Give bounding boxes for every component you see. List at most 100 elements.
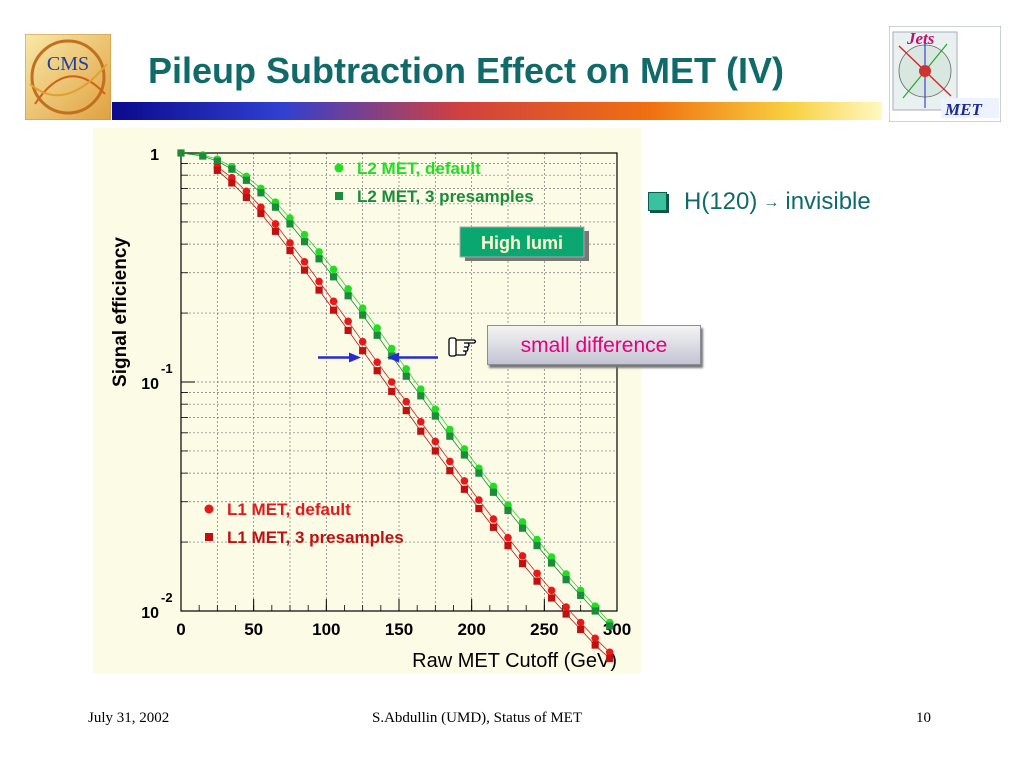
x-tick-label: 250 — [530, 620, 558, 639]
data-point — [606, 654, 614, 663]
legend-label: L2 MET, 3 presamples — [357, 187, 534, 206]
x-tick-label: 0 — [176, 620, 185, 639]
data-point — [562, 603, 570, 611]
data-point — [475, 496, 483, 504]
data-point — [489, 488, 498, 496]
high-lumi-label: High lumi — [481, 233, 563, 253]
title-gradient-bar — [112, 102, 882, 120]
data-point — [460, 477, 469, 485]
data-point — [257, 189, 265, 197]
data-point — [228, 165, 236, 173]
data-point — [344, 292, 352, 300]
series-line — [217, 170, 611, 659]
high-lumi-box — [459, 226, 585, 258]
data-point — [431, 447, 439, 455]
y-axis-label: Signal efficiency — [110, 237, 131, 387]
data-point — [257, 203, 265, 211]
data-point — [286, 239, 294, 247]
bullet-square — [648, 192, 667, 211]
data-point — [591, 607, 599, 615]
legend-label: L1 MET, default — [227, 500, 351, 519]
x-tick-label: 200 — [457, 620, 485, 639]
data-point — [330, 273, 338, 281]
data-point — [417, 418, 425, 426]
legend-marker — [204, 504, 214, 514]
data-point — [387, 378, 396, 386]
data-point — [446, 425, 454, 434]
data-point — [489, 515, 498, 523]
data-point — [286, 214, 294, 222]
data-point — [460, 485, 468, 493]
jets-met-logo: Jets MET — [889, 26, 1001, 122]
jets-logo-text: Jets — [906, 29, 935, 48]
data-point — [460, 445, 469, 453]
data-point — [562, 610, 570, 618]
data-point — [548, 594, 556, 602]
data-point — [547, 553, 556, 561]
data-point — [518, 552, 527, 560]
data-point — [576, 618, 585, 627]
data-point — [315, 248, 323, 256]
data-point — [475, 505, 483, 513]
data-point — [315, 277, 323, 286]
data-point — [373, 324, 382, 332]
data-point — [402, 407, 410, 415]
data-point — [329, 265, 338, 274]
data-point — [228, 179, 236, 187]
process-product: invisible — [785, 188, 871, 215]
data-point — [431, 437, 440, 446]
data-point — [577, 625, 585, 634]
data-point — [373, 358, 382, 367]
process-text: H(120) → invisible — [684, 188, 871, 216]
data-point — [591, 634, 599, 643]
y-tick-label-exp: -2 — [161, 590, 173, 605]
data-point — [373, 367, 381, 375]
x-tick-label: 100 — [312, 620, 340, 639]
legend-marker — [334, 163, 344, 173]
data-point — [358, 304, 367, 313]
data-point — [300, 238, 309, 246]
data-point — [177, 149, 185, 157]
data-point — [417, 385, 425, 394]
data-point — [257, 209, 265, 217]
data-point — [504, 533, 512, 542]
data-point — [242, 187, 251, 196]
efficiency-chart: 0 50 100 150 200 250 300 1 10 -1 10 -2 Raw MET Cutof… — [93, 128, 641, 673]
x-axis-label: Raw MET Cutoff (GeV) — [412, 650, 617, 672]
data-point — [518, 524, 527, 532]
data-point — [344, 317, 352, 326]
footer-author: S.Abdullin (UMD), Status of MET — [372, 710, 582, 726]
data-point — [271, 227, 280, 235]
data-point — [329, 297, 338, 306]
data-point — [387, 344, 396, 353]
data-point — [606, 622, 614, 630]
small-difference-callout: small difference — [487, 325, 701, 365]
data-point — [475, 469, 483, 477]
cms-logo-text: CMS — [47, 53, 89, 75]
data-point — [533, 569, 541, 578]
arrow-left-head — [349, 352, 361, 363]
data-point — [271, 220, 280, 228]
data-point — [344, 285, 352, 293]
data-point — [213, 157, 221, 165]
data-point — [388, 387, 396, 395]
data-point — [417, 392, 425, 400]
data-point — [300, 266, 309, 274]
y-tick-label-exp: -1 — [161, 361, 173, 376]
data-point — [533, 542, 541, 550]
data-point — [242, 176, 250, 184]
data-point — [431, 412, 439, 420]
footer-page-number: 10 — [916, 710, 931, 726]
pointing-hand-icon — [448, 337, 477, 357]
y-tick-label-base: 10 — [141, 605, 159, 622]
data-point — [548, 559, 556, 567]
data-point — [504, 506, 512, 514]
data-point — [504, 542, 512, 550]
data-point — [300, 230, 309, 239]
data-point — [315, 286, 323, 294]
data-point — [286, 246, 294, 255]
data-point — [213, 166, 221, 174]
process-label: H(120) — [684, 188, 758, 215]
footer-date: July 31, 2002 — [88, 710, 170, 726]
